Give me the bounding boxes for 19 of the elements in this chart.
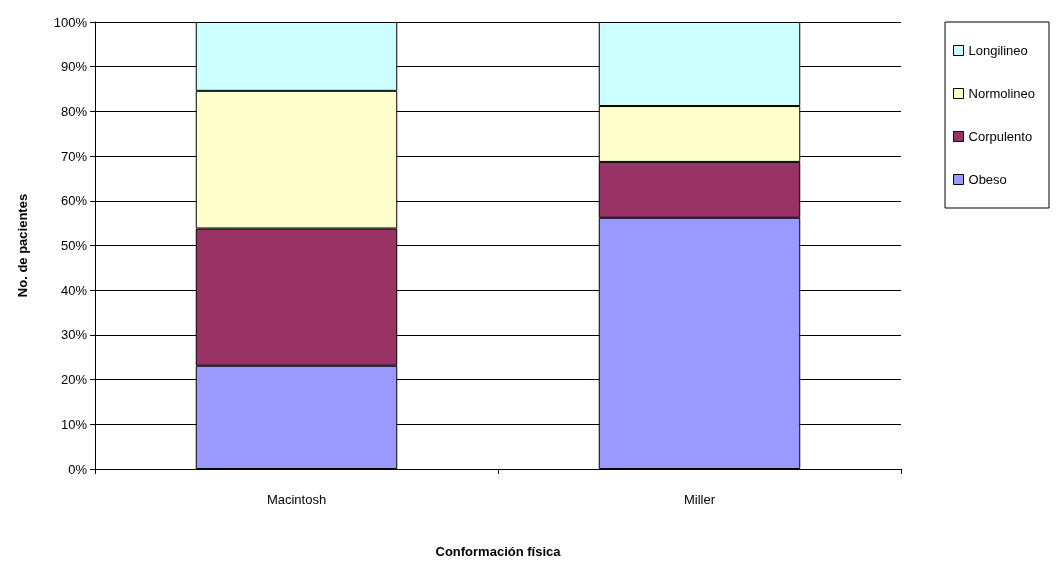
y-axis-title: No. de pacientes xyxy=(15,193,30,298)
legend-label: Longilineo xyxy=(968,43,1028,58)
y-tick-label: 60% xyxy=(60,193,88,209)
legend-label: Normolineo xyxy=(968,86,1036,101)
y-tick-label: 40% xyxy=(60,282,88,298)
y-tick-label: 80% xyxy=(60,103,88,119)
x-axis-title: Conformación física xyxy=(435,544,562,559)
x-tick-label: Miller xyxy=(683,492,716,507)
y-tick-label: 20% xyxy=(60,372,88,388)
y-tick-label: 30% xyxy=(60,327,88,343)
y-tick-label: 50% xyxy=(60,238,88,253)
y-tick-label: 100% xyxy=(53,14,88,30)
y-tick-label: 70% xyxy=(60,148,88,164)
legend-label: Obeso xyxy=(968,172,1007,187)
legend-label: Corpulento xyxy=(968,129,1033,144)
x-tick-label: Macintosh xyxy=(266,492,327,507)
y-tick-label: 0% xyxy=(68,461,88,477)
y-tick-label: 10% xyxy=(60,416,88,432)
y-tick-label: 90% xyxy=(60,59,88,75)
